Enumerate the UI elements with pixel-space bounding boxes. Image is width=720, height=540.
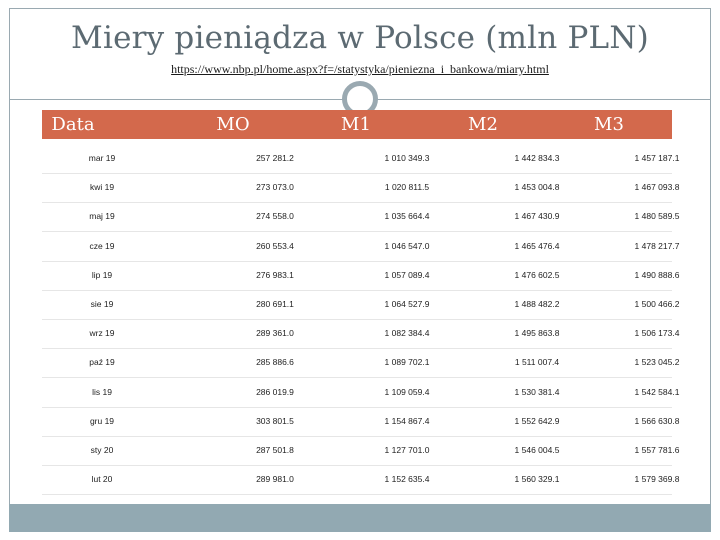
cell-value: 1 542 584.1 [634,386,680,397]
cell-value: 1 010 349.3 [384,153,430,163]
cell-date: wrz 19 [89,328,115,339]
table-row: paź 19 285 886.6 1 089 702.1 1 511 007.4 1 5… [42,348,679,379]
cell-date: sie 19 [90,299,114,309]
cell-value: 1 465 476.4 [514,240,560,251]
cell-value: 1 523 045.2 [634,357,680,368]
cell-value: 1 500 466.2 [634,299,680,309]
cell-value: 287 501.8 [256,445,294,455]
table-row: lut 20 289 981.0 1 152 635.4 1 560 329.1 1 5… [42,465,679,496]
cell-value: 1 057 089.4 [384,269,430,280]
cell-value: 1 064 527.9 [384,299,430,309]
cell-value: 1 557 781.6 [634,445,680,455]
table-header: Data MO M1 M2 M3 [42,110,672,139]
cell-value: 289 981.0 [256,474,294,485]
cell-value: 303 801.5 [256,415,294,426]
cell-value: 257 281.2 [256,153,294,163]
table-row: sty 20 287 501.8 1 127 701.0 1 546 004.5 1 5… [42,436,679,466]
table-row: lip 19 276 983.1 1 057 089.4 1 476 602.5 1 4… [42,261,679,291]
cell-value: 1 530 381.4 [514,386,560,397]
cell-date: mar 19 [88,153,116,163]
cell-value: 1 442 834.3 [514,153,560,163]
cell-date: paź 19 [89,357,115,368]
table-row: sie 19 280 691.1 1 064 527.9 1 488 482.2 1 5… [42,290,679,320]
table-row: gru 19 303 801.5 1 154 867.4 1 552 642.9 1 5… [42,407,679,437]
cell-value: 1 035 664.4 [384,211,430,222]
cell-value: 1 476 602.5 [514,269,560,280]
cell-value: 1 109 059.4 [384,386,430,397]
cell-date: cze 19 [89,240,115,251]
table-row: mar 19 257 281.2 1 010 349.3 1 442 834.3 1 4… [42,144,679,174]
cell-value: 260 553.4 [256,240,294,251]
cell-value: 1 127 701.0 [384,445,430,455]
table-row: lis 19 286 019.9 1 109 059.4 1 530 381.4 1 5… [42,378,679,408]
cell-value: 1 046 547.0 [384,240,430,251]
cell-date: sty 20 [90,445,114,455]
cell-value: 1 511 007.4 [514,357,560,368]
table-row: cze 19 260 553.4 1 046 547.0 1 465 476.4 1 4… [42,232,679,262]
cell-date: lis 19 [92,386,112,397]
cell-value: 1 546 004.5 [514,445,560,455]
slide-title: Miery pieniądza w Polsce (mln PLN) [71,20,649,56]
header-m2: M2 [468,114,498,135]
cell-value: 280 691.1 [256,299,294,309]
header-m3: M3 [594,114,624,135]
cell-value: 1 506 173.4 [634,328,680,339]
cell-value: 1 560 329.1 [514,474,560,485]
cell-value: 274 558.0 [256,211,294,222]
header-data: Data [51,114,95,135]
cell-value: 1 495 863.8 [514,328,560,339]
cell-value: 1 490 888.6 [634,269,680,280]
header-m1: M1 [341,114,371,135]
table-row: wrz 19 289 361.0 1 082 384.4 1 495 863.8 1 5… [42,319,679,350]
cell-value: 289 361.0 [256,328,294,339]
cell-value: 1 480 589.5 [634,211,680,222]
cell-value: 273 073.0 [256,182,294,193]
cell-value: 1 152 635.4 [384,474,430,485]
cell-date: maj 19 [89,211,115,222]
cell-date: gru 19 [89,415,115,426]
cell-value: 1 082 384.4 [384,328,430,339]
table-row: kwi 19 273 073.0 1 020 811.5 1 453 004.8 1 4… [42,173,679,204]
cell-value: 1 579 369.8 [634,474,680,485]
source-link[interactable]: https://www.nbp.pl/home.aspx?f=/statysty… [171,62,549,76]
cell-value: 1 566 630.8 [634,415,680,426]
cell-value: 286 019.9 [256,386,294,397]
cell-value: 1 457 187.1 [634,153,680,163]
cell-value: 1 488 482.2 [514,299,560,309]
cell-date: kwi 19 [89,182,115,193]
header-m0: MO [216,114,250,135]
cell-value: 1 467 430.9 [514,211,560,222]
cell-value: 1 154 867.4 [384,415,430,426]
cell-value: 1 020 811.5 [384,182,430,193]
cell-value: 285 886.6 [256,357,294,368]
cell-value: 276 983.1 [256,269,294,280]
table-row: maj 19 274 558.0 1 035 664.4 1 467 430.9 1 4… [42,202,679,233]
cell-date: lut 20 [91,474,113,485]
cell-value: 1 467 093.8 [634,182,680,193]
cell-value: 1 552 642.9 [514,415,560,426]
cell-date: lip 19 [91,269,113,280]
footer-band [9,504,711,532]
cell-value: 1 453 004.8 [514,182,560,193]
cell-value: 1 478 217.7 [634,240,680,251]
cell-value: 1 089 702.1 [384,357,430,368]
